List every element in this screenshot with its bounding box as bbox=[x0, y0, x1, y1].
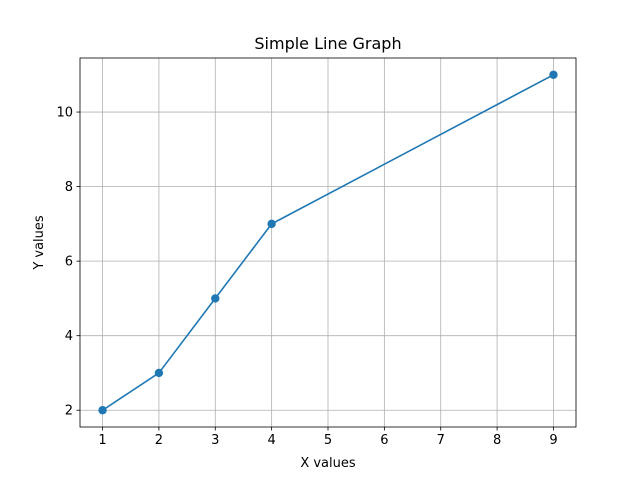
grid bbox=[80, 58, 576, 427]
data-point bbox=[154, 368, 164, 378]
x-tick-label: 3 bbox=[211, 433, 219, 448]
y-axis-label: Y values bbox=[32, 215, 47, 271]
y-tick-label: 4 bbox=[65, 329, 73, 344]
x-tick-label: 9 bbox=[549, 433, 557, 448]
data-point bbox=[211, 294, 220, 303]
x-tick-label: 2 bbox=[155, 433, 163, 448]
x-axis-label: X values bbox=[300, 456, 356, 471]
x-tick-label: 7 bbox=[437, 433, 445, 448]
x-tick-label: 4 bbox=[267, 433, 275, 448]
y-tick-label: 8 bbox=[65, 180, 73, 195]
x-tick-label: 1 bbox=[98, 433, 106, 448]
data-point bbox=[267, 219, 276, 229]
x-tick-label: 6 bbox=[380, 433, 388, 448]
x-tick-label: 8 bbox=[493, 433, 501, 448]
ticks: 1 2 3 4 5 6 7 8 9 2 4 6 8 10 bbox=[56, 106, 557, 448]
y-tick-label: 6 bbox=[65, 255, 73, 270]
y-tick-label: 10 bbox=[56, 106, 73, 121]
data-point bbox=[98, 406, 107, 415]
x-tick-label: 5 bbox=[324, 433, 332, 448]
data-point bbox=[549, 70, 558, 79]
chart-title: Simple Line Graph bbox=[254, 34, 401, 53]
series-layer bbox=[98, 70, 558, 415]
y-tick-label: 2 bbox=[65, 404, 73, 419]
